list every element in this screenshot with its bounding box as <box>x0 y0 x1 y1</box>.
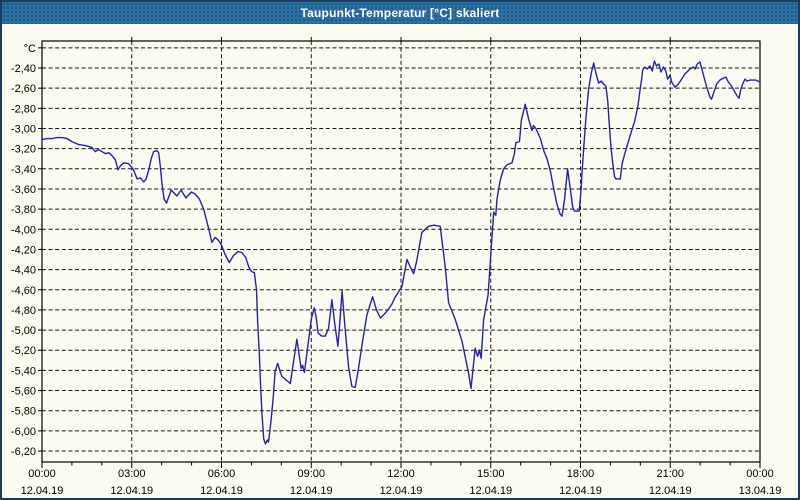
y-tick-label: -5,00 <box>11 325 36 337</box>
x-tick-date-label: 12.04.19 <box>380 485 423 497</box>
y-tick-label: -4,20 <box>11 244 36 256</box>
x-tick-time-label: 09:00 <box>297 468 325 480</box>
x-tick-time-label: 18:00 <box>567 468 595 480</box>
y-tick-label: -5,20 <box>11 345 36 357</box>
y-tick-label: -6,00 <box>11 426 36 438</box>
data-series-line <box>41 60 761 445</box>
y-tick-label: -5,60 <box>11 386 36 398</box>
y-tick-label: -4,80 <box>11 305 36 317</box>
y-tick-label: -4,60 <box>11 285 36 297</box>
y-tick-label: -3,80 <box>11 204 36 216</box>
y-tick-label: -5,40 <box>11 365 36 377</box>
x-tick-date-label: 12.04.19 <box>649 485 692 497</box>
y-axis-unit-label: °C <box>24 43 36 55</box>
x-tick-date-label: 12.04.19 <box>559 485 602 497</box>
x-tick-time-label: 21:00 <box>656 468 684 480</box>
y-tick-label: -4,40 <box>11 265 36 277</box>
x-tick-date-label: 12.04.19 <box>21 485 64 497</box>
y-tick-label: -4,00 <box>11 224 36 236</box>
x-tick-date-label: 12.04.19 <box>290 485 333 497</box>
y-tick-label: -2,40 <box>11 63 36 75</box>
y-tick-label: -2,80 <box>11 103 36 115</box>
x-tick-date-label: 12.04.19 <box>469 485 512 497</box>
x-tick-time-label: 00:00 <box>746 468 774 480</box>
y-tick-label: -2,60 <box>11 83 36 95</box>
window-title-bar: Taupunkt-Temperatur [°C] skaliert <box>2 2 798 24</box>
y-tick-label: -3,40 <box>11 164 36 176</box>
x-tick-time-label: 06:00 <box>208 468 236 480</box>
y-tick-label: -3,60 <box>11 184 36 196</box>
x-tick-time-label: 12:00 <box>387 468 415 480</box>
x-tick-date-label: 12.04.19 <box>200 485 243 497</box>
x-tick-date-label: 13.04.19 <box>739 485 782 497</box>
x-tick-date-label: 12.04.19 <box>110 485 153 497</box>
x-tick-time-label: 00:00 <box>28 468 56 480</box>
y-tick-label: -6,20 <box>11 446 36 458</box>
x-tick-time-label: 03:00 <box>118 468 146 480</box>
x-tick-time-label: 15:00 <box>477 468 505 480</box>
window-title: Taupunkt-Temperatur [°C] skaliert <box>300 6 500 20</box>
y-tick-label: -3,20 <box>11 144 36 156</box>
plot-frame <box>41 40 761 463</box>
y-tick-label: -3,00 <box>11 123 36 135</box>
y-tick-label: -5,80 <box>11 406 36 418</box>
